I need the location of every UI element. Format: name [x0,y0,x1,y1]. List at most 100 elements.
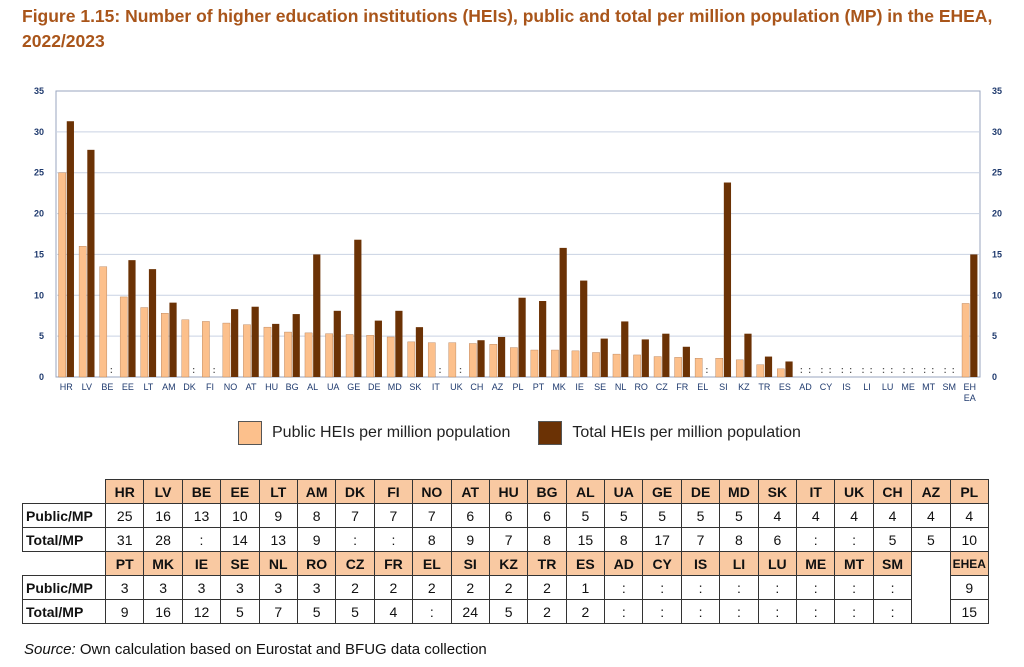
bar-total [415,327,424,377]
bar-total [497,336,506,377]
missing-marker-total: : [870,365,873,375]
value-cell: : [642,599,682,624]
value-cell: 14 [220,527,260,552]
country-header-cell: BE [181,479,222,504]
values-table: HR LV BE EE LT AM DK FI NO AT HU BG AL UA GE DE MD SK IT UK… [22,479,989,624]
bar-total [518,297,526,377]
bar-total [764,356,773,377]
y-tick-label-left: 5 [39,331,44,341]
bar-total [251,306,259,377]
value-cell: 3 [296,575,337,600]
country-header-cell: AL [565,479,606,504]
x-tick-label: CZ [656,382,668,392]
bar-total [621,321,629,377]
bar-public [284,331,292,378]
value-cell: : [796,599,836,624]
bar-total [374,320,382,377]
missing-marker-total: : [931,365,934,375]
value-cell: 6 [450,503,490,528]
x-tick-label: ME [901,382,915,392]
country-header-cell: EE [220,479,260,504]
bar-public [263,326,272,378]
value-cell: : [834,527,874,552]
y-tick-label-left: 0 [39,372,44,382]
country-header-cell: MK [143,551,183,576]
bar-total [559,247,567,377]
country-header-cell: DE [680,479,721,504]
value-cell: : [642,575,682,600]
bar-public [448,342,457,378]
row-label: Total/MP [22,599,106,624]
country-header-cell: FI [373,479,414,504]
value-cell: 8 [719,527,759,552]
x-tick-label: HR [60,382,73,392]
legend-swatch-public [238,421,262,445]
x-tick-label: AD [799,382,812,392]
bar-public [386,336,395,378]
bar-total [148,269,157,377]
country-header-cell: PL [949,479,989,504]
missing-marker-public: : [800,365,803,375]
value-cell: 1 [565,575,606,600]
value-cell: 12 [181,599,222,624]
bar-public [653,356,662,378]
value-cell: 8 [412,527,452,552]
country-header-cell: MD [719,479,759,504]
missing-marker-public: : [923,365,926,375]
missing-marker-total: : [438,365,441,375]
bar-total [744,333,752,377]
y-tick-label-left: 10 [34,290,44,300]
legend-label-total: Total HEIs per million population [572,424,801,441]
country-header-cell: UK [834,479,874,504]
x-tick-label: PT [533,382,545,392]
value-cell: : [680,575,721,600]
bar-total [313,254,321,377]
table-row-total: Total/MP 31 28:14 13 9::8 9 7 8 15 8 17 7 8 6::5 5 10 [22,527,989,552]
value-cell: 4 [796,503,836,528]
value-cell: 16 [143,503,183,528]
country-header-cell: LV [143,479,183,504]
table-header-row: HR LV BE EE LT AM DK FI NO AT HU BG AL UA GE DE MD SK IT UK… [23,479,989,504]
y-tick-label-right: 35 [992,86,1002,96]
country-header-cell: HR [104,479,145,504]
bar-total [333,310,341,377]
country-header-cell: AT [450,479,490,504]
value-cell: 15 [949,599,989,624]
figure-title: Figure 1.15: Number of higher education … [22,6,993,51]
missing-marker-total: : [849,365,852,375]
value-cell: 7 [335,503,375,528]
country-header-cell: LT [258,479,298,504]
value-cell: 17 [642,527,682,552]
x-tick-label: LU [882,382,894,392]
value-cell: 10 [949,527,989,552]
bar-public [58,172,66,378]
x-tick-label: IT [432,382,441,392]
bar-total [641,339,649,377]
country-header-cell: TR [527,551,567,576]
y-tick-label-left: 35 [34,86,44,96]
bar-total [169,302,177,377]
bar-total [785,361,793,377]
bar-public [325,333,333,378]
country-header-cell: SM [872,551,913,576]
bar-total [477,340,485,377]
value-cell: 3 [143,575,183,600]
bar-total [682,346,690,377]
value-cell: 4 [834,503,874,528]
value-cell: : [757,575,798,600]
missing-marker-public: : [944,365,947,375]
missing-marker-total: : [110,365,113,375]
bar-total [580,280,588,377]
value-cell: 9 [258,503,298,528]
missing-marker-total: : [705,365,708,375]
y-tick-label-right: 25 [992,168,1002,178]
x-tick-label: KZ [738,382,750,392]
y-tick-label-right: 0 [992,372,997,382]
x-tick-label: IE [575,382,584,392]
table-row-public: Public/MP 25 16 13 10 9 8 7 7 7 6 6 6 5 5 5 5 5 4 4 4 4 4 4 [22,503,989,528]
x-tick-label: CH [470,382,483,392]
value-cell: : [834,599,874,624]
value-cell: 7 [258,599,298,624]
country-header-cell: AD [604,551,644,576]
value-cell: 8 [527,527,567,552]
